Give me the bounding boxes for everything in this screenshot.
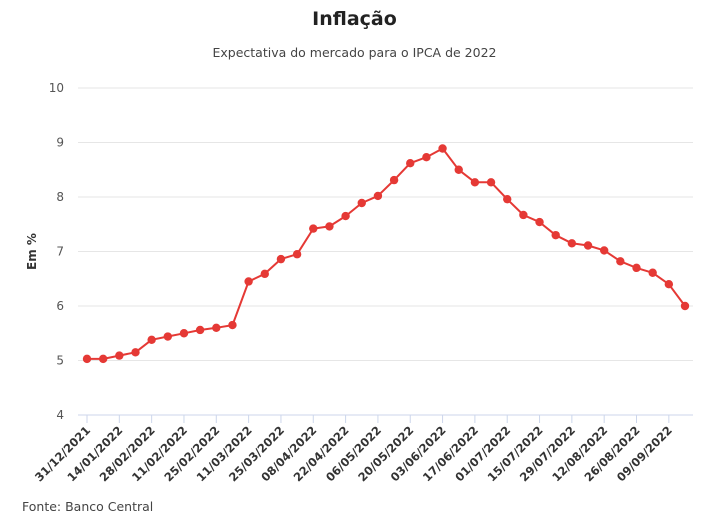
data-point [567,239,577,248]
data-point [98,354,108,364]
data-point [583,241,593,250]
data-point [325,222,334,231]
data-point [389,175,399,185]
data-point [179,329,189,338]
y-tick-label: 6 [56,299,64,313]
data-point [616,257,625,266]
data-point [438,144,447,153]
data-point [276,254,286,264]
data-point [632,263,641,273]
data-point [147,335,156,344]
data-point [309,224,318,233]
data-point [503,194,512,204]
y-tick-label: 8 [56,190,64,204]
data-point [486,178,496,187]
data-point [341,211,350,221]
data-point [228,320,237,330]
data-point [551,230,560,240]
data-point [422,153,431,162]
y-tick-label: 7 [56,245,64,259]
chart-subtitle: Expectativa do mercado para o IPCA de 20… [212,45,497,60]
y-tick-label: 5 [56,354,64,368]
data-point [195,325,205,335]
chart-title: Inflação [312,8,397,30]
data-point [131,348,140,357]
data-point [599,246,609,255]
data-point [535,217,544,227]
data-point [454,165,463,174]
y-axis-label: Em % [25,233,39,270]
data-point [664,280,674,289]
data-point [292,250,302,259]
data-point [648,268,657,277]
data-point [212,323,221,332]
y-tick-label: 9 [56,136,64,150]
y-tick-label: 10 [49,81,64,95]
data-point [470,178,480,187]
data-point [373,191,383,201]
data-point [115,351,124,360]
data-point [519,210,528,220]
data-point [82,354,92,364]
series-line [87,147,686,360]
data-point [357,198,366,208]
y-tick-label: 4 [56,408,64,422]
data-point [163,332,173,341]
data-point [244,277,253,286]
data-point [680,301,690,311]
source-note: Fonte: Banco Central [22,499,154,514]
data-point [260,269,269,279]
data-point [406,159,415,168]
